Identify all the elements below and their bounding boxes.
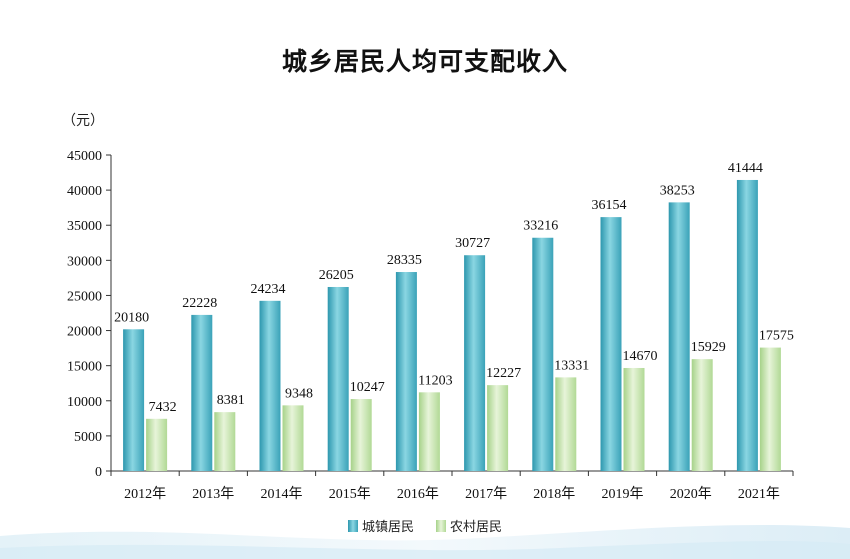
data-label-rural: 15929 [691, 340, 726, 355]
legend-label-urban: 城镇居民 [361, 520, 414, 535]
x-tick-label: 2016年 [397, 486, 439, 502]
bar-rural [623, 367, 645, 471]
legend-item-urban: 城镇居民 [347, 516, 414, 535]
data-label-rural: 17575 [759, 329, 794, 344]
bar-urban [259, 300, 281, 471]
y-tick-label: 10000 [67, 395, 102, 410]
legend-swatch-urban [347, 519, 358, 532]
bar-rural [146, 418, 168, 471]
y-tick-label: 45000 [67, 149, 102, 164]
data-label-urban: 26205 [319, 268, 354, 283]
data-label-rural: 11203 [418, 373, 452, 388]
data-labels: 20180 22228 24234 26205 28335 30727 33216 36154… [114, 161, 794, 415]
y-axis-unit-label: （元） [62, 113, 104, 129]
bar-rural [759, 347, 781, 471]
legend-item-rural: 农村居民 [436, 516, 502, 535]
x-tick-label: 2013年 [192, 486, 234, 502]
x-tick-label: 2014年 [261, 486, 303, 502]
data-label-urban: 28335 [387, 253, 422, 268]
bar-rural [487, 385, 509, 471]
x-tick-label: 2019年 [602, 486, 644, 502]
bar-urban [395, 272, 417, 471]
data-label-rural: 9348 [285, 386, 313, 401]
data-label-urban: 30727 [455, 236, 490, 251]
y-tick-label: 5000 [74, 430, 102, 445]
bar-urban [123, 329, 145, 471]
y-tick-label: 30000 [67, 254, 102, 269]
chart-title: 城乡居民人均可支配收入 [281, 47, 568, 76]
bar-urban [532, 237, 554, 471]
bar-urban [464, 255, 486, 471]
legend: 城镇居民 农村居民 [0, 516, 850, 535]
y-tick-label: 20000 [67, 325, 102, 340]
data-label-rural: 13331 [554, 358, 589, 373]
legend-label-rural: 农村居民 [450, 520, 503, 535]
x-tick-label: 2017年 [465, 486, 507, 502]
data-label-rural: 7432 [149, 400, 177, 415]
bar-urban [736, 179, 758, 472]
bar-urban [327, 286, 349, 471]
y-tick-label: 15000 [67, 360, 102, 375]
bar-rural [418, 392, 440, 471]
x-tick-label: 2012年 [124, 486, 166, 502]
data-label-urban: 20180 [114, 310, 149, 325]
bar-urban [191, 314, 213, 471]
y-tick-label: 0 [95, 465, 102, 480]
bar-urban [668, 202, 690, 471]
bars [123, 179, 781, 472]
bar-rural [214, 412, 236, 471]
x-tick-label: 2020年 [670, 486, 712, 502]
x-tick-label: 2015年 [329, 486, 371, 502]
data-label-urban: 41444 [728, 161, 763, 176]
x-tick-label: 2021年 [738, 486, 780, 502]
data-label-urban: 38253 [660, 183, 695, 198]
bar-urban [600, 217, 622, 471]
axes: 0 5000 10000 15000 20000 25000 30000 35000 40000… [67, 149, 794, 502]
x-tick-label: 2018年 [533, 486, 575, 502]
bar-rural [555, 377, 577, 471]
data-label-urban: 36154 [592, 198, 627, 213]
legend-swatch-rural [436, 519, 446, 532]
bar-rural [691, 359, 713, 471]
data-label-rural: 14670 [623, 349, 658, 364]
y-tick-label: 35000 [67, 219, 102, 234]
data-label-rural: 10247 [350, 380, 385, 395]
y-tick-label: 40000 [67, 184, 102, 199]
data-label-rural: 8381 [217, 393, 245, 408]
bar-rural [350, 399, 372, 471]
data-label-urban: 33216 [523, 219, 558, 234]
data-label-urban: 22228 [182, 296, 217, 311]
data-label-urban: 24234 [251, 282, 286, 297]
data-label-rural: 12227 [486, 366, 521, 381]
bar-rural [282, 405, 304, 471]
y-tick-label: 25000 [67, 289, 102, 304]
